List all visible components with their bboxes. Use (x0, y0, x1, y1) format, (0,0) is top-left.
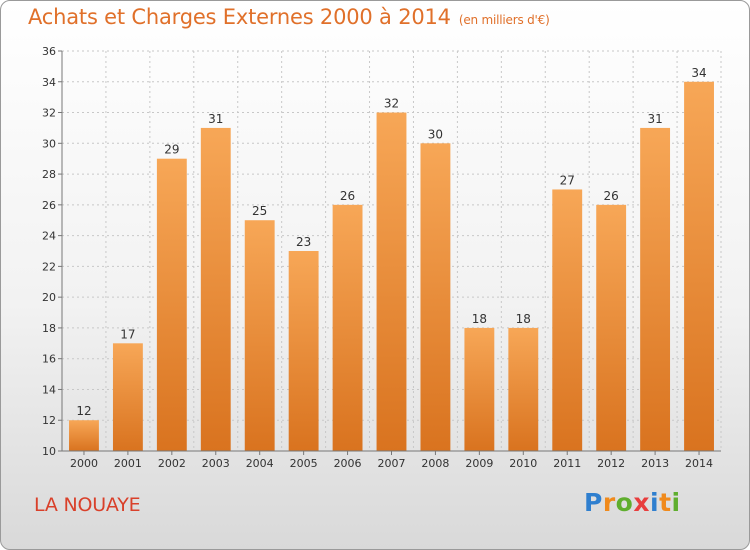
y-tick-label: 14 (42, 383, 56, 396)
x-tick-label: 2008 (421, 457, 449, 470)
y-tick-label: 20 (42, 291, 56, 304)
bar-2013 (640, 127, 671, 451)
bar-value-label: 26 (604, 189, 619, 203)
logo-letter: o (615, 488, 634, 517)
logo-letter: x (633, 488, 650, 517)
bar-value-label: 31 (208, 112, 223, 126)
x-tick-label: 2002 (158, 457, 186, 470)
y-tick-label: 22 (42, 260, 56, 273)
x-tick-label: 2004 (246, 457, 274, 470)
logo-letter: i (650, 488, 660, 517)
y-tick-label: 34 (42, 76, 56, 89)
bar-value-label: 30 (428, 127, 443, 141)
bar-2010 (508, 327, 539, 451)
x-tick-label: 2014 (685, 457, 713, 470)
x-tick-label: 2006 (334, 457, 362, 470)
bar-2000 (69, 420, 99, 451)
x-tick-label: 2012 (597, 457, 625, 470)
x-tick-label: 2007 (378, 457, 406, 470)
y-tick-label: 12 (42, 414, 56, 427)
logo-letter: t (659, 488, 672, 517)
town-name: LA NOUAYE (34, 494, 141, 516)
x-tick-label: 2000 (70, 457, 98, 470)
bar-2003 (200, 127, 231, 451)
x-tick-label: 2011 (553, 457, 581, 470)
bar-value-label: 18 (472, 312, 487, 326)
bar-2008 (420, 143, 451, 452)
bar-2014 (684, 81, 714, 452)
logo-letter: i (671, 488, 681, 517)
bar-2009 (464, 327, 495, 451)
bar-value-label: 26 (340, 189, 355, 203)
bar-2001 (112, 343, 143, 451)
x-tick-label: 2010 (509, 457, 537, 470)
bar-value-label: 29 (164, 143, 179, 157)
y-tick-label: 30 (42, 137, 56, 150)
logo-letter: P (584, 488, 603, 517)
bar-value-label: 23 (296, 235, 311, 249)
bar-value-label: 32 (384, 97, 399, 111)
axes: 10 12 14 16 18 20 22 24 26 28 30 32 34 36 2000 2001 2002… (42, 45, 721, 470)
bar-value-label: 27 (560, 173, 575, 187)
bar-2005 (288, 251, 319, 451)
bar-value-label: 34 (691, 66, 706, 80)
bar-2006 (332, 204, 363, 451)
y-tick-label: 36 (42, 45, 56, 58)
chart-title-text: Achats et Charges Externes 2000 à 2014 (28, 5, 451, 29)
y-tick-label: 18 (42, 322, 56, 335)
x-tick-label: 2009 (465, 457, 493, 470)
bar-2012 (596, 204, 627, 451)
bars: 12 17 29 31 25 23 26 32 30 18 18 27 26 31 34 (69, 66, 714, 452)
bar-value-label: 18 (516, 312, 531, 326)
y-tick-label: 32 (42, 107, 56, 120)
proxiti-logo[interactable]: Proxiti (584, 488, 681, 517)
bar-value-label: 25 (252, 204, 267, 218)
bar-value-label: 12 (76, 404, 91, 418)
y-tick-label: 26 (42, 199, 56, 212)
bar-2002 (156, 158, 187, 451)
bar-2011 (552, 189, 583, 451)
x-tick-label: 2005 (290, 457, 318, 470)
bar-2007 (376, 112, 407, 452)
bar-value-label: 31 (647, 112, 662, 126)
bar-2004 (244, 220, 275, 451)
y-tick-label: 28 (42, 168, 56, 181)
y-tick-label: 16 (42, 353, 56, 366)
y-tick-label: 24 (42, 230, 56, 243)
y-tick-label: 10 (42, 445, 56, 458)
chart-title: Achats et Charges Externes 2000 à 2014 (e… (28, 5, 550, 29)
chart-unit: (en milliers d'€) (458, 13, 550, 27)
x-tick-label: 2001 (114, 457, 142, 470)
x-tick-label: 2003 (202, 457, 230, 470)
bar-value-label: 17 (120, 327, 135, 341)
logo-letter: r (602, 488, 616, 517)
x-tick-label: 2013 (641, 457, 669, 470)
